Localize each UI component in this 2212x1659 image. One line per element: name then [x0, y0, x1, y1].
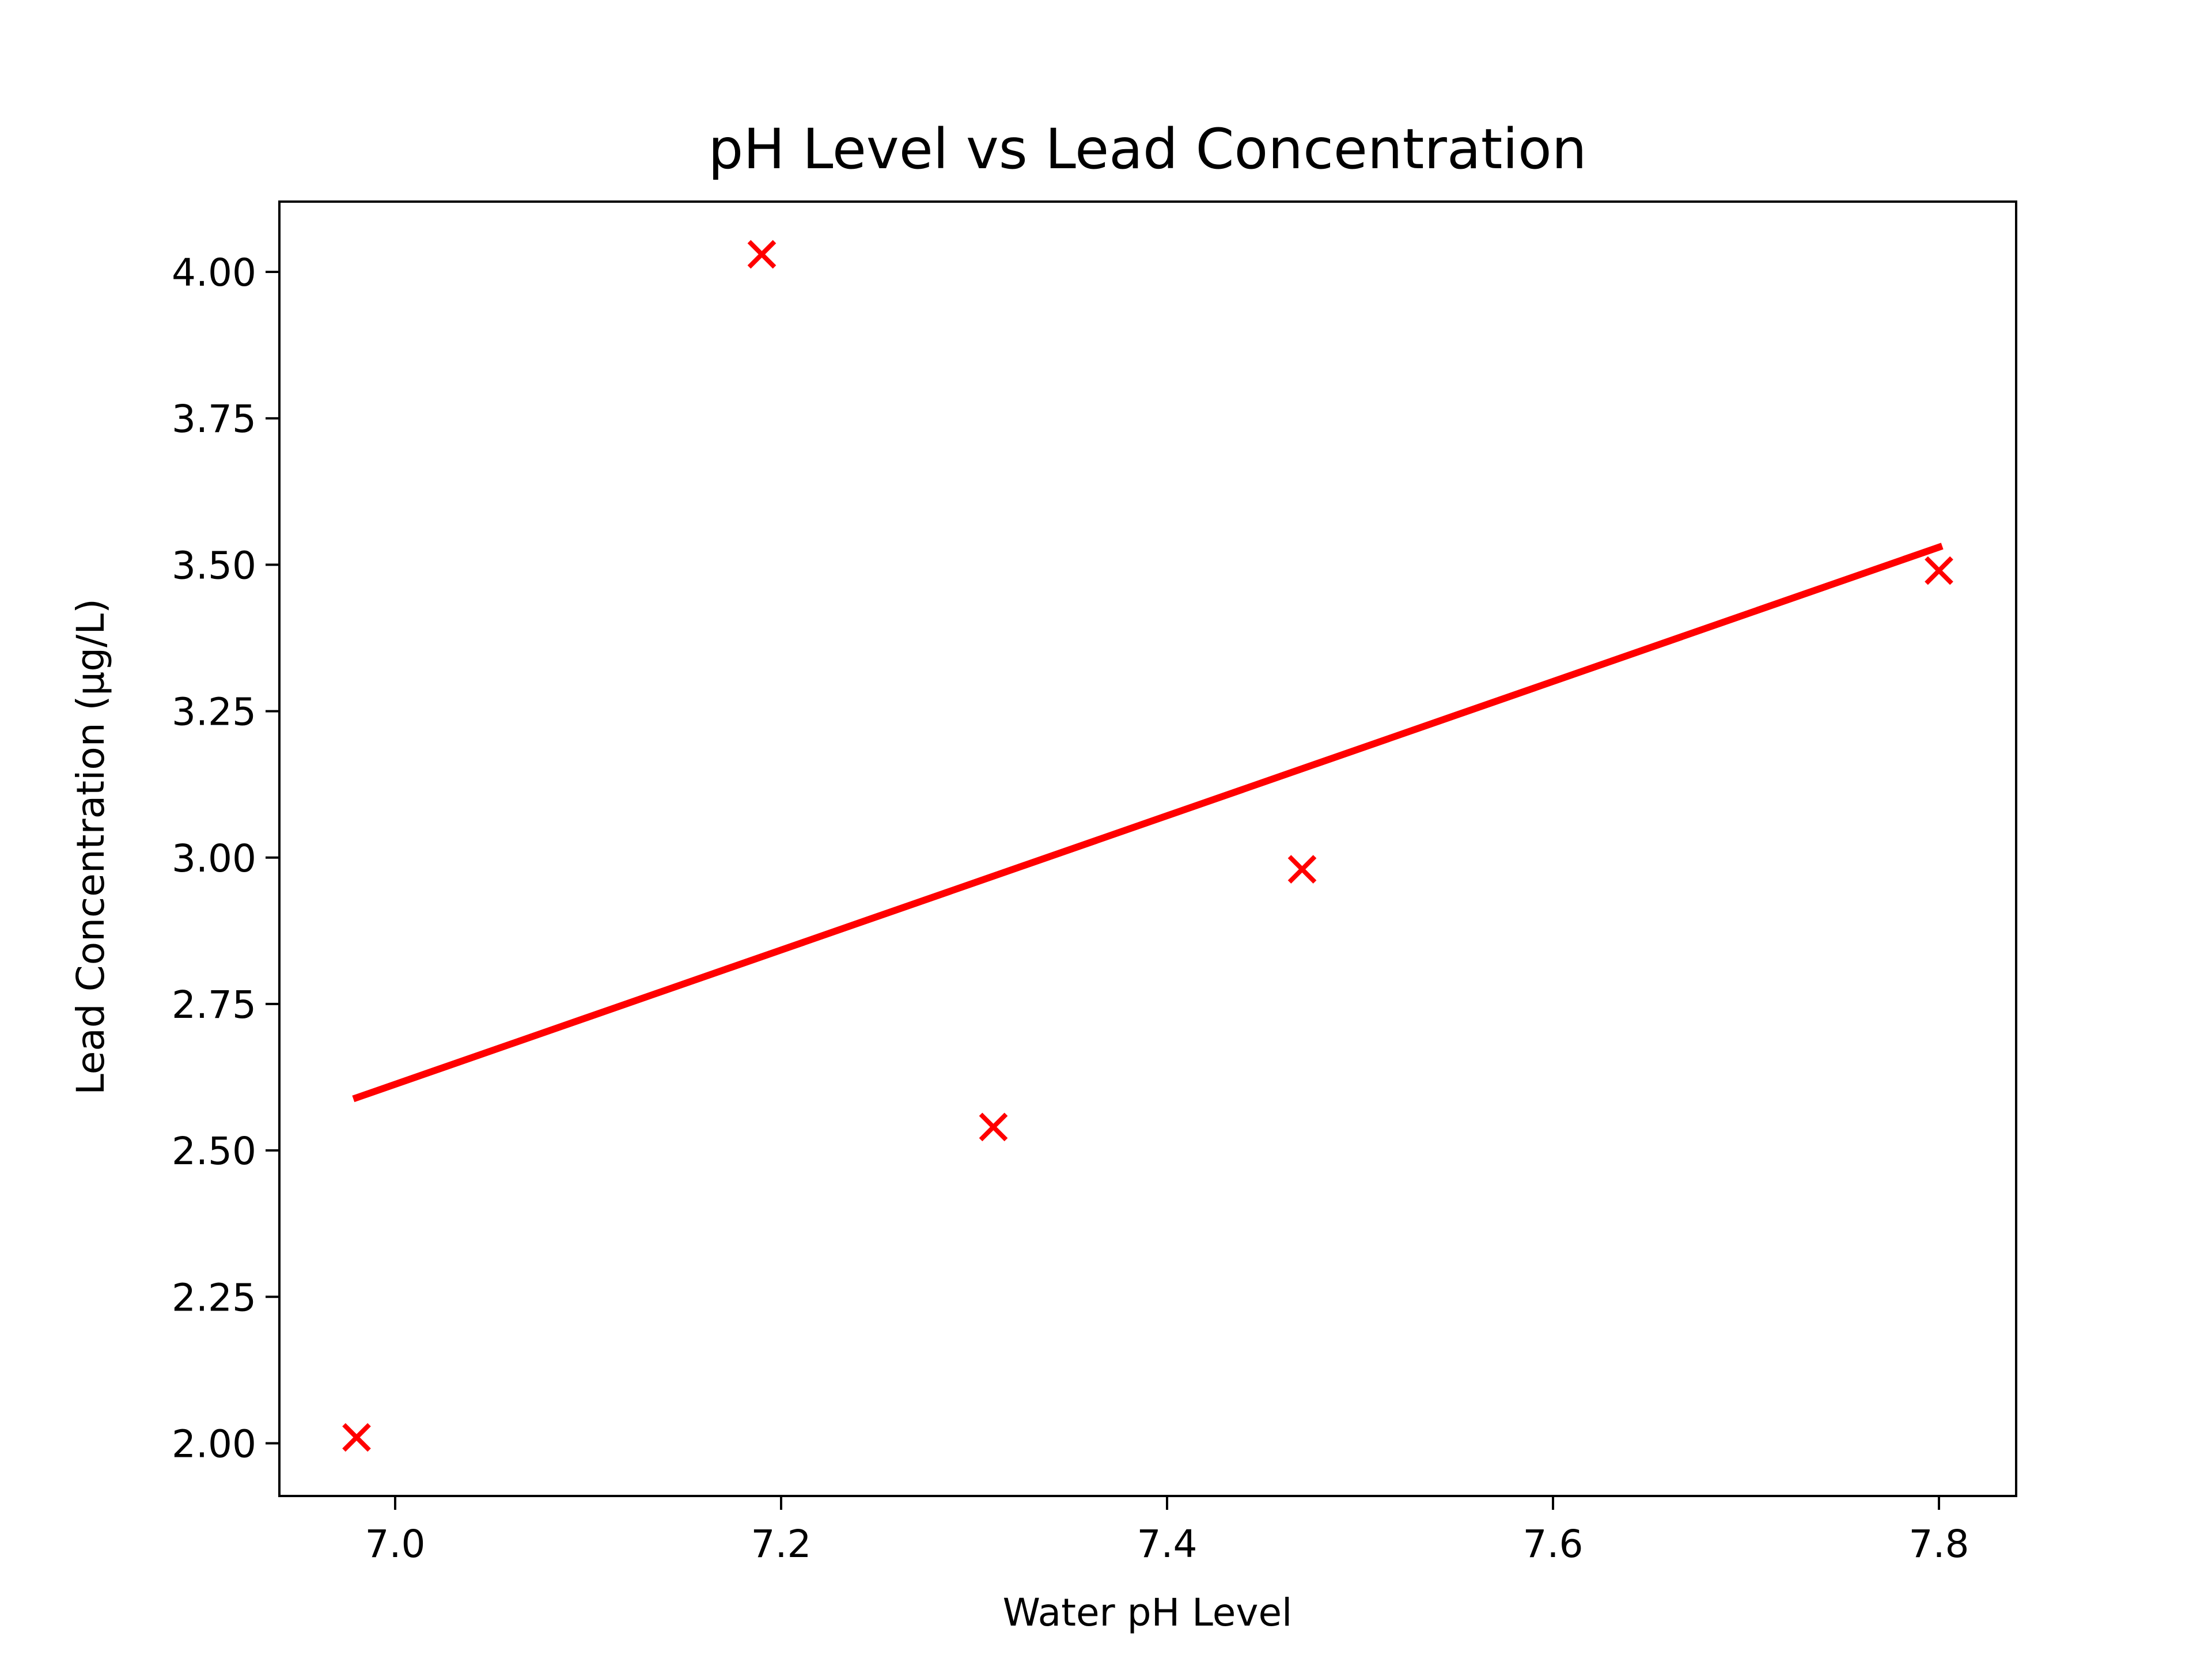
scatter-marker-stroke [342, 1423, 371, 1452]
scatter-point [747, 240, 777, 269]
x-tick-label: 7.8 [1909, 1522, 1969, 1566]
y-tick-label: 2.75 [172, 983, 256, 1027]
scatter-point [342, 1423, 371, 1452]
y-tick-label: 2.25 [172, 1275, 256, 1320]
y-tick-label: 3.75 [172, 397, 256, 441]
scatter-point [1287, 855, 1317, 884]
x-tick-label: 7.4 [1137, 1522, 1198, 1566]
y-tick-label: 3.25 [172, 690, 256, 734]
scatter-marker-stroke [979, 1112, 1008, 1142]
scatter-point [1925, 556, 1953, 585]
y-axis: 2.00 2.25 2.50 2.75 3.00 3.25 3.50 3.75 4.00 [172, 251, 279, 1466]
y-tick-label: 3.00 [172, 836, 256, 881]
y-axis-label: Lead Concentration (µg/L) [69, 599, 113, 1095]
y-tick-label: 2.50 [172, 1129, 256, 1173]
plot-area [342, 240, 1953, 1452]
scatter-marker-stroke [1287, 855, 1317, 884]
scatter-point [979, 1112, 1008, 1142]
x-tick-label: 7.0 [365, 1522, 426, 1566]
trend-line [352, 543, 1944, 1103]
x-tick-label: 7.6 [1523, 1522, 1584, 1566]
x-axis: 7.0 7.2 7.4 7.6 7.8 [365, 1496, 1969, 1566]
x-axis-label: Water pH Level [1003, 1590, 1293, 1635]
axes-frame [278, 200, 2017, 1497]
scatter-marker-stroke [1925, 556, 1953, 585]
scatter-marker-stroke [747, 240, 777, 269]
y-tick-label: 3.50 [172, 543, 256, 588]
y-tick-label: 2.00 [172, 1422, 256, 1466]
x-tick-label: 7.2 [751, 1522, 812, 1566]
y-tick-label: 4.00 [172, 251, 256, 295]
chart-title: pH Level vs Lead Concentration [708, 117, 1586, 181]
